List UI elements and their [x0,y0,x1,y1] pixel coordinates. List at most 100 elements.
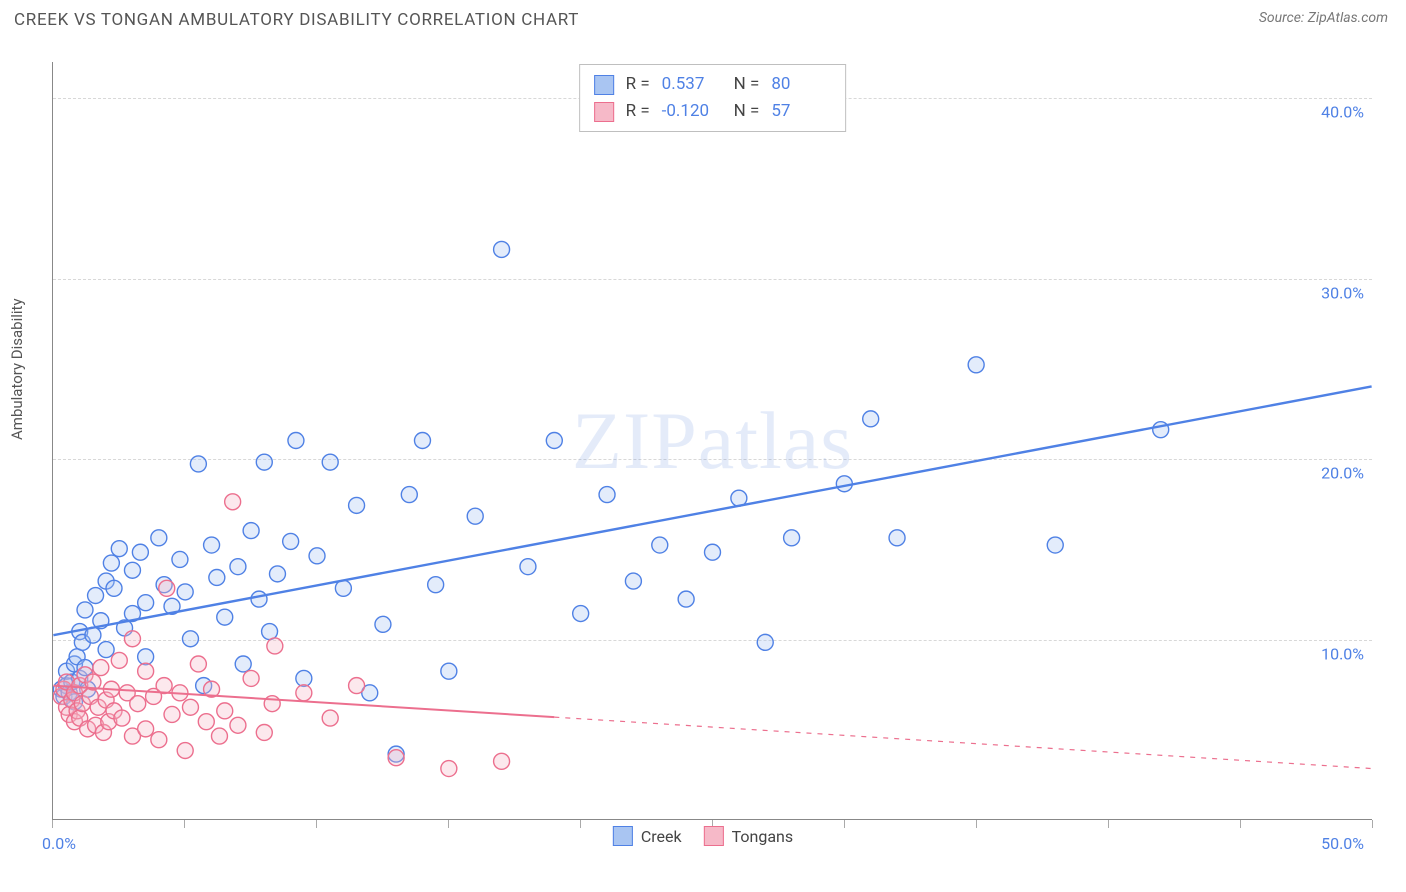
data-point [235,656,251,672]
data-point [441,663,457,679]
data-point [217,609,233,625]
data-point [349,678,365,694]
data-point [243,523,259,539]
data-point [217,703,233,719]
data-point [546,433,562,449]
data-point [177,743,193,759]
data-point [77,602,93,618]
legend-label: Creek [641,827,682,846]
data-point [190,656,206,672]
data-point [111,541,127,557]
x-tick [184,820,185,828]
legend-label: Tongans [732,827,794,846]
swatch-icon [594,102,614,122]
data-point [93,660,109,676]
data-point [1047,537,1063,553]
data-point [151,732,167,748]
data-point [204,537,220,553]
n-label: N = [734,71,760,98]
data-point [968,357,984,373]
scatter-svg [53,62,1372,819]
data-point [138,649,154,665]
data-point [441,761,457,777]
data-point [267,638,283,654]
data-point [138,663,154,679]
data-point [138,595,154,611]
data-point [599,487,615,503]
plot-area: ZIPatlas R = 0.537 N = 80 R = -0.120 N =… [52,62,1372,820]
chart-title: CREEK VS TONGAN AMBULATORY DISABILITY CO… [14,10,579,30]
data-point [573,606,589,622]
data-point [625,573,641,589]
data-point [889,530,905,546]
data-point [863,411,879,427]
data-point [209,569,225,585]
data-point [106,580,122,596]
data-point [288,433,304,449]
data-point [388,750,404,766]
data-point [262,624,278,640]
n-value: 57 [771,98,831,125]
trend-line-extrapolated [554,717,1371,768]
data-point [182,631,198,647]
data-point [296,670,312,686]
data-point [428,577,444,593]
data-point [494,241,510,257]
legend-row-tongans: R = -0.120 N = 57 [594,98,832,125]
x-tick [448,820,449,828]
data-point [172,551,188,567]
x-tick-label-start: 0.0% [42,834,76,853]
data-point [130,696,146,712]
header-row: CREEK VS TONGAN AMBULATORY DISABILITY CO… [0,0,1406,30]
x-tick [844,820,845,828]
trend-line [53,386,1371,635]
source-label: Source: ZipAtlas.com [1259,10,1388,26]
data-point [757,634,773,650]
data-point [156,678,172,694]
swatch-icon [704,826,724,846]
data-point [256,724,272,740]
r-label: R = [626,98,650,125]
data-point [164,706,180,722]
data-point [401,487,417,503]
legend-item-tongans: Tongans [704,826,794,846]
data-point [151,530,167,546]
data-point [296,685,312,701]
data-point [230,559,246,575]
data-point [159,580,175,596]
data-point [414,433,430,449]
n-value: 80 [771,71,831,98]
data-point [678,591,694,607]
data-point [98,642,114,658]
data-point [520,559,536,575]
x-tick [976,820,977,828]
data-point [322,710,338,726]
data-point [256,454,272,470]
data-point [283,533,299,549]
data-point [349,497,365,513]
x-tick [580,820,581,828]
data-point [124,562,140,578]
x-tick [1108,820,1109,828]
data-point [190,456,206,472]
data-point [467,508,483,524]
correlation-legend: R = 0.537 N = 80 R = -0.120 N = 57 [579,64,847,132]
data-point [705,544,721,560]
swatch-icon [594,75,614,95]
data-point [177,584,193,600]
x-tick-label-end: 50.0% [1321,834,1364,853]
data-point [225,494,241,510]
data-point [132,544,148,560]
data-point [88,588,104,604]
x-tick [1240,820,1241,828]
legend-row-creek: R = 0.537 N = 80 [594,71,832,98]
legend-item-creek: Creek [613,826,682,846]
data-point [211,728,227,744]
data-point [243,670,259,686]
data-point [251,591,267,607]
r-value: 0.537 [662,71,722,98]
data-point [103,555,119,571]
data-point [375,616,391,632]
data-point [111,652,127,668]
data-point [138,721,154,737]
